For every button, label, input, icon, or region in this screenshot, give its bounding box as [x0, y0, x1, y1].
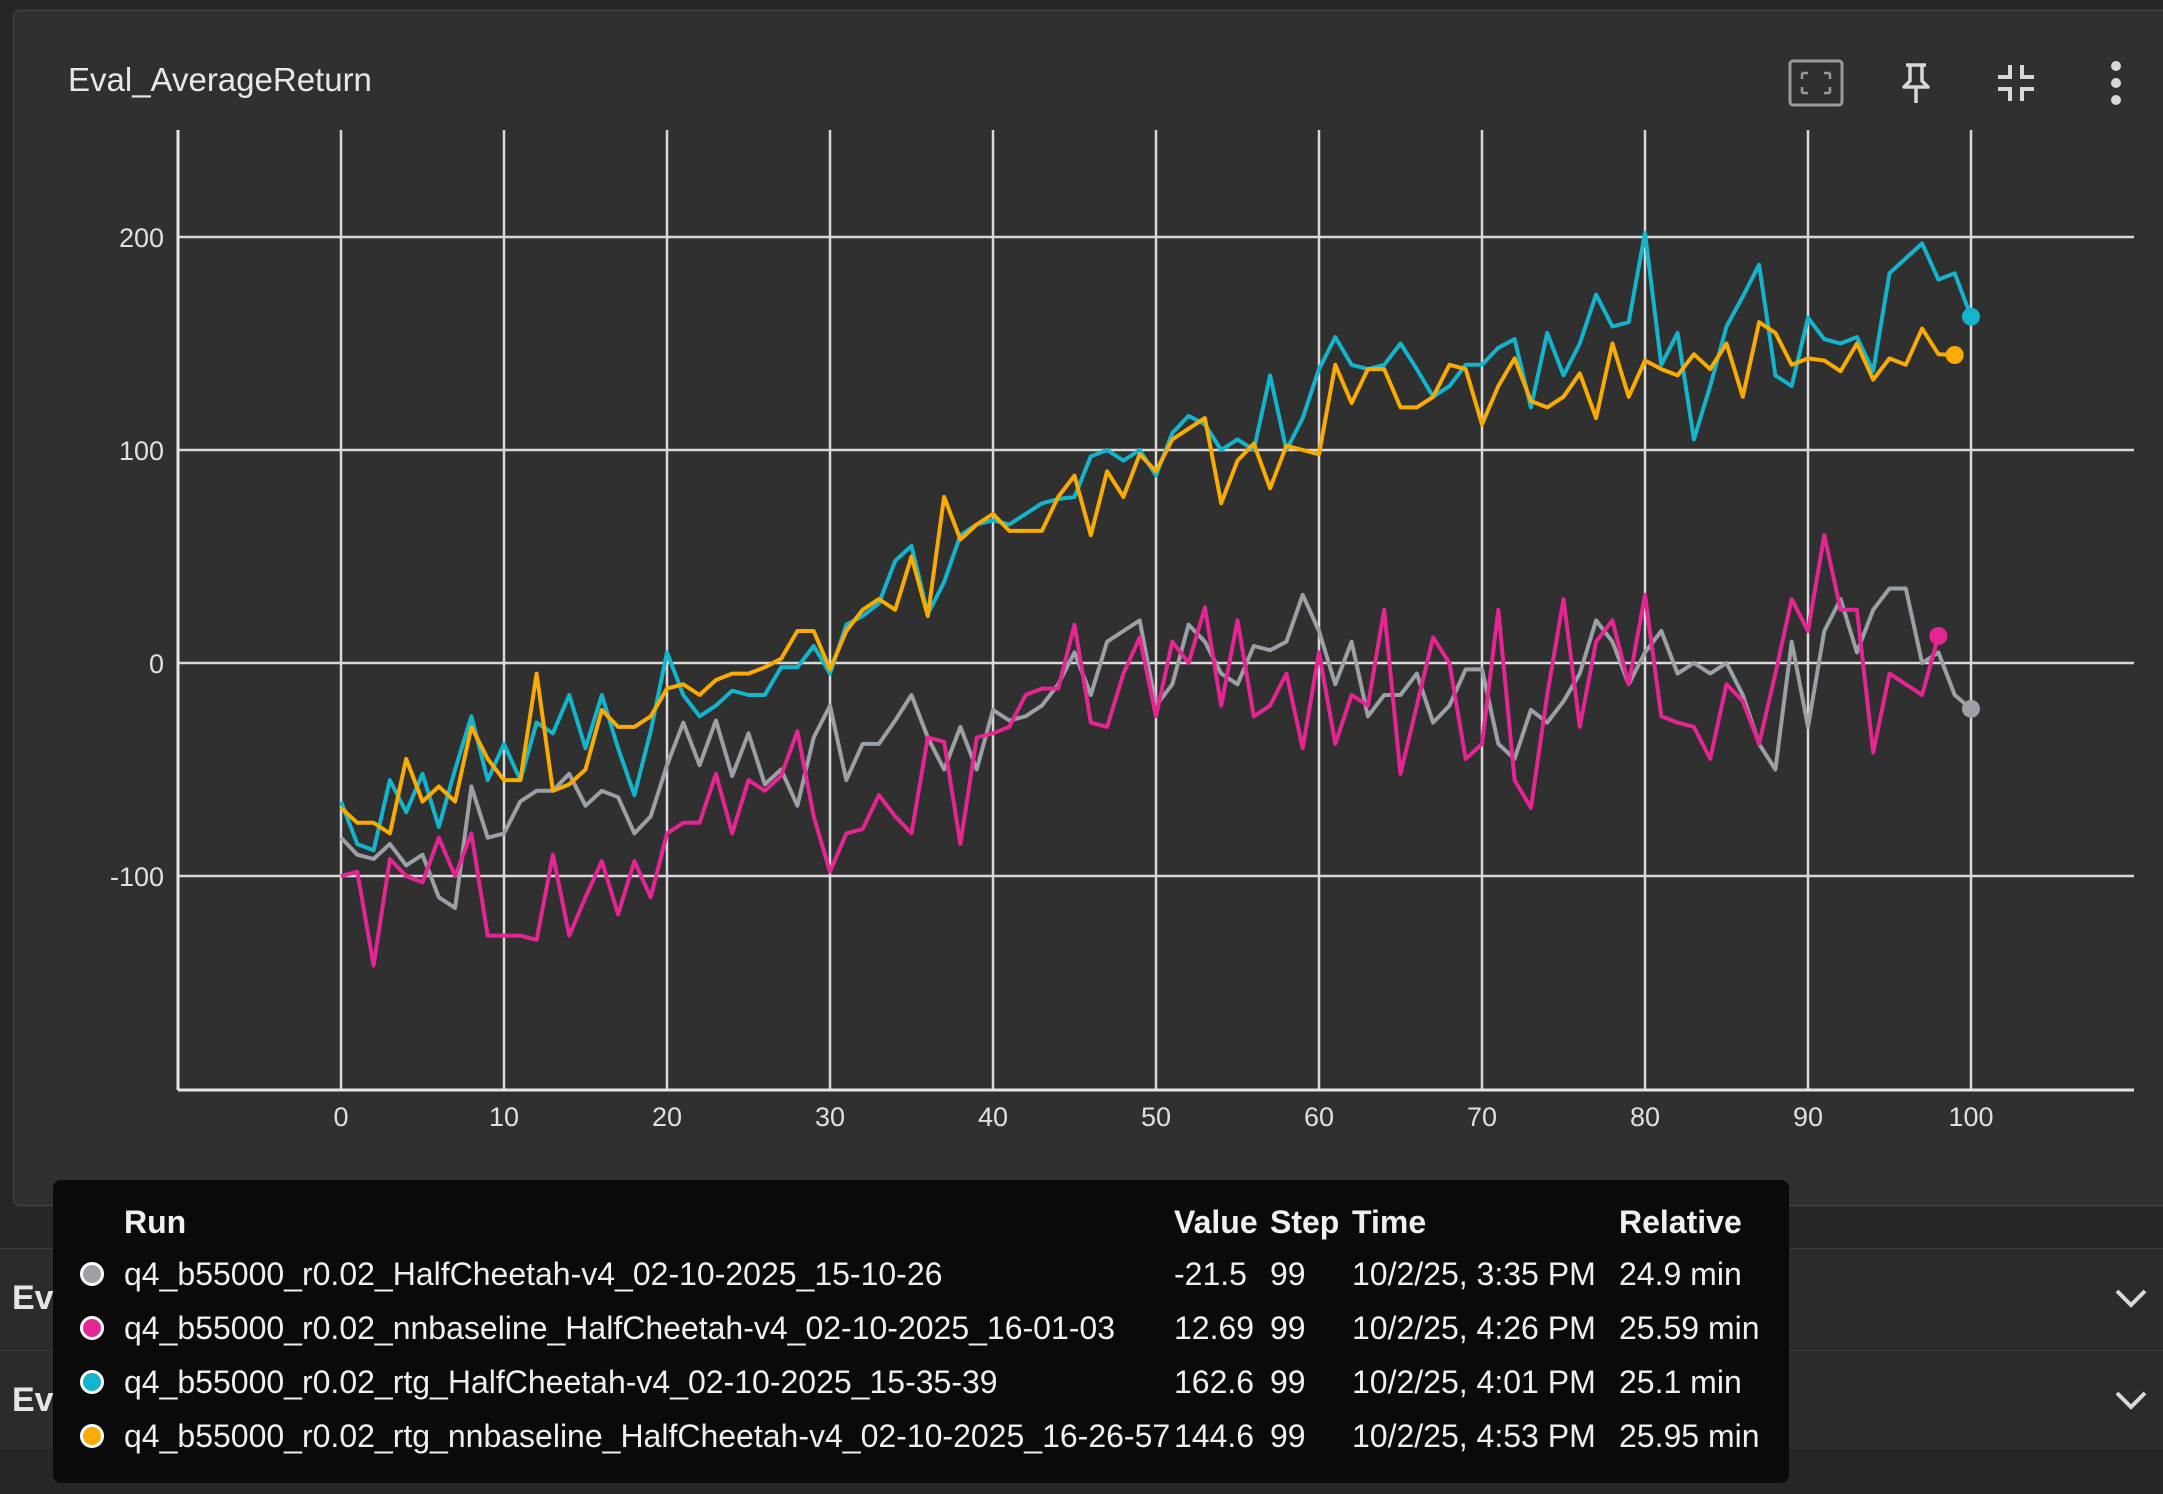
- x-tick-label: 50: [1141, 1102, 1171, 1132]
- header-run: Run: [124, 1204, 187, 1240]
- collapse-icon: [1998, 65, 2034, 101]
- more-options-button[interactable]: [2088, 55, 2144, 111]
- series-line: [339, 320, 1955, 836]
- x-tick-label: 0: [333, 1102, 348, 1132]
- run-relative: 24.9 min: [1619, 1256, 1742, 1292]
- y-tick-label: 0: [149, 649, 164, 679]
- x-tick-label: 30: [815, 1102, 845, 1132]
- header-relative: Relative: [1619, 1204, 1742, 1240]
- y-tick-label: 200: [119, 223, 164, 253]
- run-color-swatch: [80, 1370, 104, 1394]
- header-step: Step: [1270, 1204, 1340, 1240]
- x-tick-label: 100: [1948, 1102, 1993, 1132]
- series-endpoint-marker: [1929, 626, 1948, 645]
- run-step: 99: [1270, 1418, 1306, 1454]
- run-color-swatch: [80, 1424, 104, 1448]
- series-line: [340, 533, 1941, 968]
- more-vert-icon: [2111, 61, 2121, 105]
- x-tick-label: 10: [489, 1102, 519, 1132]
- y-tick-label: -100: [110, 862, 164, 892]
- run-color-swatch: [80, 1316, 104, 1340]
- run-step: 99: [1270, 1256, 1306, 1292]
- line-chart[interactable]: 0 10 20 30 40 50 60 70 80 90 100 -100 0 100 200: [0, 0, 2163, 1200]
- chevron-down-icon[interactable]: [2109, 1275, 2153, 1319]
- series-endpoint-marker: [1962, 307, 1980, 326]
- x-tick-label: 20: [652, 1102, 682, 1132]
- run-relative: 25.59 min: [1619, 1310, 1760, 1346]
- x-tick-label: 60: [1304, 1102, 1334, 1132]
- run-name: q4_b55000_r0.02_rtg_HalfCheetah-v4_02-10…: [124, 1364, 998, 1400]
- run-value: 12.69: [1174, 1310, 1255, 1346]
- fit-domain-button[interactable]: [1788, 55, 1844, 111]
- run-name: q4_b55000_r0.02_rtg_nnbaseline_HalfCheet…: [124, 1418, 1171, 1454]
- x-tick-label: 40: [978, 1102, 1008, 1132]
- run-relative: 25.95 min: [1619, 1418, 1760, 1454]
- series-line: [339, 230, 1973, 853]
- run-time: 10/2/25, 4:01 PM: [1352, 1364, 1596, 1400]
- x-tick-label: 70: [1467, 1102, 1497, 1132]
- fit-domain-icon: [1788, 59, 1844, 107]
- scalar-chart-card: Eval_AverageReturn: [13, 10, 2163, 1206]
- run-relative: 25.1 min: [1619, 1364, 1742, 1400]
- run-time: 10/2/25, 4:53 PM: [1352, 1418, 1596, 1454]
- series-endpoint-marker: [1945, 346, 1964, 365]
- run-color-swatch: [80, 1262, 104, 1286]
- run-name: q4_b55000_r0.02_nnbaseline_HalfCheetah-v…: [124, 1310, 1116, 1346]
- run-name: q4_b55000_r0.02_HalfCheetah-v4_02-10-202…: [124, 1256, 943, 1292]
- pin-icon: [1902, 63, 1930, 103]
- y-tick-label: 100: [119, 436, 164, 466]
- run-step: 99: [1270, 1364, 1306, 1400]
- x-tick-label: 90: [1793, 1102, 1823, 1132]
- header-value: Value: [1174, 1204, 1258, 1240]
- run-value: -21.5: [1174, 1256, 1247, 1292]
- run-time: 10/2/25, 3:35 PM: [1352, 1256, 1596, 1292]
- series-endpoint-marker: [1962, 699, 1980, 718]
- collapse-button[interactable]: [1988, 55, 2044, 111]
- header-time: Time: [1352, 1204, 1427, 1240]
- run-time: 10/2/25, 4:26 PM: [1352, 1310, 1596, 1346]
- pin-button[interactable]: [1888, 55, 1944, 111]
- chevron-down-icon[interactable]: [2109, 1377, 2153, 1421]
- run-value: 144.6: [1174, 1418, 1255, 1454]
- run-value: 162.6: [1174, 1364, 1255, 1400]
- x-tick-label: 80: [1630, 1102, 1660, 1132]
- chart-title: Eval_AverageReturn: [68, 61, 372, 98]
- run-step: 99: [1270, 1310, 1306, 1346]
- series-line: [339, 586, 1973, 910]
- hover-tooltip: Run Value Step Time Relative q4_b55000_r…: [53, 1180, 1789, 1483]
